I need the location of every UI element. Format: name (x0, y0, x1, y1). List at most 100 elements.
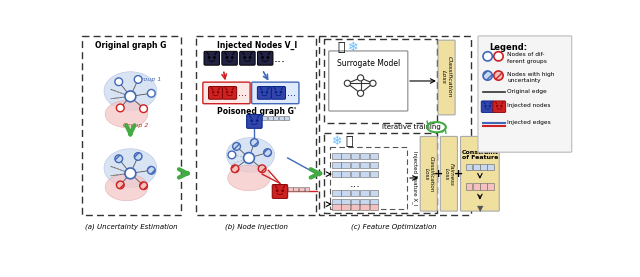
Circle shape (147, 166, 155, 174)
Circle shape (225, 56, 228, 59)
Circle shape (213, 56, 216, 59)
Bar (488, 164, 494, 170)
Bar (480, 183, 486, 189)
Bar (370, 189, 378, 196)
Bar (324, 39, 436, 122)
Circle shape (483, 71, 492, 80)
Text: Legend:: Legend: (489, 43, 527, 52)
FancyBboxPatch shape (239, 51, 255, 65)
Circle shape (125, 91, 136, 102)
Ellipse shape (228, 165, 270, 191)
Bar (370, 204, 378, 210)
Bar (370, 153, 378, 159)
Circle shape (494, 52, 503, 61)
Circle shape (228, 151, 236, 159)
Bar (332, 171, 340, 177)
FancyBboxPatch shape (223, 86, 237, 99)
Bar (332, 162, 340, 168)
Text: ...: ... (238, 88, 247, 98)
Text: (c) Feature Optimization: (c) Feature Optimization (351, 224, 436, 230)
Text: Group 1: Group 1 (136, 77, 161, 82)
Circle shape (256, 119, 259, 122)
FancyBboxPatch shape (209, 86, 223, 99)
Bar (370, 199, 378, 205)
Circle shape (484, 105, 486, 107)
Bar (284, 116, 289, 120)
Circle shape (212, 91, 214, 93)
Bar (360, 162, 369, 168)
Bar (262, 116, 267, 120)
Text: ▼: ▼ (477, 204, 483, 213)
Text: Injected Feature X_I: Injected Feature X_I (412, 151, 418, 205)
Bar (319, 35, 472, 215)
Circle shape (358, 90, 364, 96)
Circle shape (140, 182, 147, 189)
Circle shape (226, 91, 228, 93)
Text: ❄: ❄ (332, 135, 342, 148)
FancyBboxPatch shape (252, 82, 299, 104)
Circle shape (275, 91, 277, 93)
Circle shape (496, 105, 498, 107)
Bar (332, 204, 340, 210)
Bar (351, 162, 360, 168)
Bar (351, 171, 360, 177)
FancyBboxPatch shape (481, 101, 494, 112)
Bar (360, 189, 369, 196)
Circle shape (250, 139, 259, 147)
Text: Fairness
Loss: Fairness Loss (444, 163, 454, 186)
Text: Classification
Loss: Classification Loss (423, 156, 434, 192)
Bar (351, 204, 360, 210)
Bar (370, 162, 378, 168)
Text: Nodes of dif-
ferent groups: Nodes of dif- ferent groups (507, 52, 547, 64)
Circle shape (250, 119, 253, 122)
FancyBboxPatch shape (438, 40, 455, 115)
Circle shape (358, 75, 364, 81)
FancyBboxPatch shape (420, 136, 437, 211)
Bar (332, 153, 340, 159)
Circle shape (231, 91, 233, 93)
Circle shape (134, 153, 142, 160)
Circle shape (259, 165, 266, 173)
Bar (341, 199, 350, 205)
Text: Injected nodes: Injected nodes (507, 102, 550, 107)
Circle shape (249, 56, 252, 59)
Circle shape (116, 181, 124, 189)
Ellipse shape (227, 138, 275, 172)
Bar (351, 189, 360, 196)
Circle shape (207, 56, 211, 59)
Bar (488, 183, 494, 189)
Text: (a) Uncertainty Estimation: (a) Uncertainty Estimation (85, 224, 177, 230)
Bar (324, 133, 436, 213)
Bar (268, 116, 273, 120)
Circle shape (261, 56, 264, 59)
Circle shape (231, 165, 239, 173)
Text: Group 2: Group 2 (123, 123, 148, 128)
Circle shape (260, 91, 263, 93)
Circle shape (243, 56, 246, 59)
Circle shape (147, 89, 155, 97)
Circle shape (115, 155, 123, 163)
Text: 🔥: 🔥 (337, 41, 345, 54)
Bar (196, 35, 316, 215)
Circle shape (140, 105, 147, 112)
Text: Nodes with high
uncertainty: Nodes with high uncertainty (507, 72, 554, 83)
Circle shape (494, 71, 503, 80)
Circle shape (344, 80, 351, 86)
Text: Constraint
of Feature: Constraint of Feature (461, 150, 499, 160)
Circle shape (370, 80, 376, 86)
Bar (360, 204, 369, 210)
Bar (341, 189, 350, 196)
Bar (293, 187, 298, 191)
Bar (330, 147, 407, 209)
Text: Poisoned graph G': Poisoned graph G' (217, 107, 296, 116)
Ellipse shape (104, 72, 157, 110)
Circle shape (500, 105, 502, 107)
FancyBboxPatch shape (461, 136, 499, 211)
Bar (341, 171, 350, 177)
Circle shape (281, 189, 284, 192)
FancyBboxPatch shape (257, 86, 271, 99)
Bar (288, 187, 292, 191)
FancyBboxPatch shape (204, 51, 220, 65)
FancyBboxPatch shape (222, 51, 237, 65)
Text: Original graph G: Original graph G (95, 41, 167, 50)
